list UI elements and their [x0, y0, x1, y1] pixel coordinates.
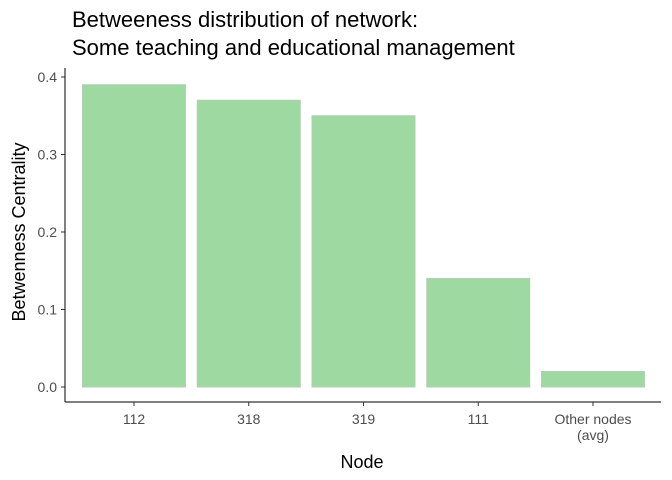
- y-axis-title: Betwenness Centrality: [9, 142, 29, 321]
- bars: [82, 84, 645, 388]
- y-tick-label: 0.2: [38, 224, 58, 240]
- chart-title-line-1: Betweeness distribution of network:: [72, 7, 419, 32]
- x-tick-label: (avg): [577, 427, 609, 443]
- y-tick-label: 0.0: [38, 379, 58, 395]
- y-tick-label: 0.4: [38, 69, 58, 85]
- chart-title: Betweeness distribution of network: Some…: [72, 6, 515, 62]
- x-tick-label: Other nodes: [554, 411, 631, 427]
- y-tick-label: 0.1: [38, 302, 58, 318]
- bar: [82, 84, 186, 388]
- y-axis-ticks: 0.0 0.1 0.2 0.3 0.4: [38, 69, 65, 395]
- chart-title-line-2: Some teaching and educational management: [72, 35, 515, 60]
- x-axis-ticks: 112 318 319 111 Other nodes(avg): [123, 402, 632, 443]
- x-axis-title: Node: [340, 452, 383, 472]
- bar: [541, 371, 645, 388]
- x-tick-label: 112: [123, 411, 146, 427]
- y-tick-label: 0.3: [38, 147, 58, 163]
- bar: [311, 115, 416, 388]
- bar: [196, 99, 301, 388]
- x-tick-label: 111: [468, 411, 489, 427]
- x-tick-label: 318: [237, 411, 261, 427]
- bar: [426, 278, 531, 388]
- x-tick-label: 319: [352, 411, 376, 427]
